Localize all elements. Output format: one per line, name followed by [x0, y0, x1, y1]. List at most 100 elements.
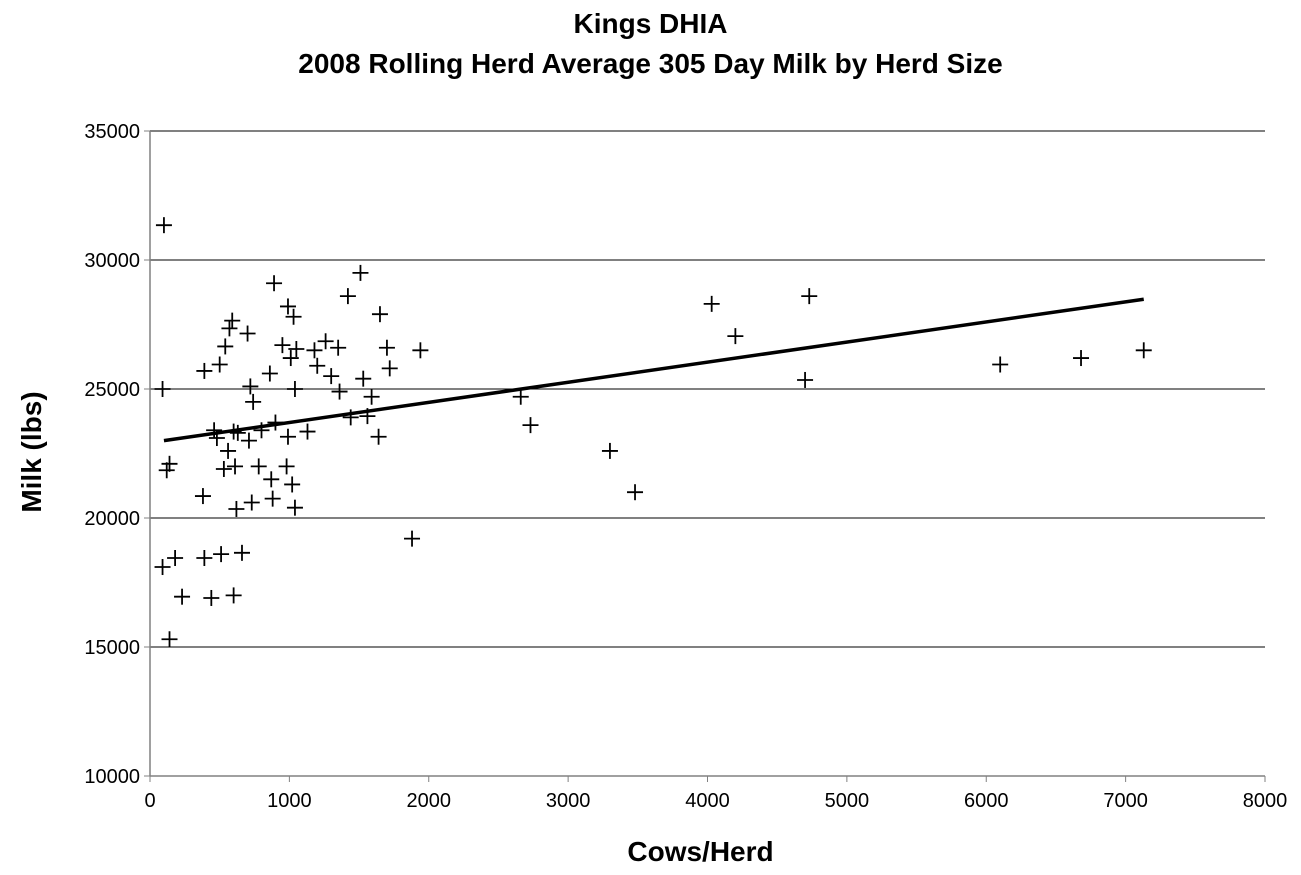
data-point-48 — [288, 341, 305, 358]
data-point-18 — [220, 442, 237, 459]
data-point-24 — [228, 500, 245, 517]
y-tick-label-10000: 10000 — [84, 766, 140, 788]
x-tick-label-6000: 6000 — [964, 790, 1009, 812]
data-point-5 — [167, 549, 184, 566]
data-point-32 — [250, 458, 267, 475]
data-point-23 — [227, 458, 244, 475]
x-tick-label-3000: 3000 — [546, 790, 591, 812]
data-point-62 — [370, 428, 387, 445]
data-point-10 — [196, 549, 213, 566]
data-point-75 — [801, 288, 818, 305]
data-point-53 — [323, 368, 340, 385]
x-tick-label-4000: 4000 — [685, 790, 730, 812]
data-point-39 — [274, 337, 291, 354]
data-point-55 — [331, 383, 348, 400]
data-point-41 — [279, 428, 296, 445]
data-point-33 — [253, 422, 270, 439]
x-tick-label-5000: 5000 — [825, 790, 870, 812]
data-point-63 — [371, 306, 388, 323]
axes — [144, 130, 1266, 782]
y-tick-label-25000: 25000 — [84, 379, 140, 401]
chart-title: Kings DHIA — [573, 8, 728, 39]
data-point-8 — [194, 488, 211, 505]
data-point-60 — [359, 408, 376, 425]
data-point-17 — [217, 338, 234, 355]
y-axis-label: Milk (lbs) — [16, 391, 47, 513]
data-point-78 — [1135, 342, 1152, 359]
x-tick-label-8000: 8000 — [1243, 790, 1288, 812]
x-tick-label-7000: 7000 — [1103, 790, 1148, 812]
data-point-11 — [203, 589, 220, 606]
data-point-29 — [242, 378, 259, 395]
data-point-77 — [1073, 350, 1090, 367]
data-point-22 — [225, 587, 242, 604]
data-point-45 — [285, 308, 302, 325]
data-point-76 — [992, 356, 1009, 373]
data-point-2 — [158, 462, 175, 479]
data-point-59 — [355, 370, 372, 387]
data-point-71 — [627, 484, 644, 501]
x-axis-label: Cows/Herd — [627, 836, 774, 867]
data-point-72 — [703, 295, 720, 312]
x-tick-label-0: 0 — [144, 790, 155, 812]
data-point-36 — [264, 490, 281, 507]
data-point-16 — [215, 460, 232, 477]
data-point-46 — [286, 381, 303, 397]
data-point-40 — [278, 458, 295, 475]
data-point-70 — [601, 442, 618, 459]
trendline — [163, 297, 1144, 443]
data-point-67 — [412, 342, 429, 359]
data-point-4 — [154, 559, 171, 576]
data-point-69 — [522, 417, 539, 434]
data-point-66 — [404, 530, 421, 547]
data-point-64 — [378, 339, 395, 356]
data-point-49 — [299, 423, 316, 440]
data-point-12 — [206, 422, 223, 439]
data-point-68 — [512, 388, 529, 405]
data-point-27 — [239, 325, 256, 342]
x-tick-label-1000: 1000 — [267, 790, 312, 812]
data-point-21 — [225, 423, 242, 440]
data-point-31 — [245, 393, 262, 410]
data-point-56 — [339, 288, 356, 305]
y-tick-label-20000: 20000 — [84, 508, 140, 530]
data-point-50 — [306, 342, 323, 359]
data-point-37 — [266, 275, 283, 292]
gridlines — [150, 130, 1265, 648]
chart-subtitle: 2008 Rolling Herd Average 305 Day Milk b… — [298, 48, 1003, 79]
data-point-51 — [309, 357, 326, 374]
x-tick-label-2000: 2000 — [407, 790, 452, 812]
data-point-6 — [161, 631, 178, 648]
y-tick-label-30000: 30000 — [84, 250, 140, 272]
y-tick-label-15000: 15000 — [84, 637, 140, 659]
data-point-1 — [154, 381, 171, 397]
data-point-35 — [263, 471, 280, 488]
data-point-52 — [317, 333, 334, 350]
data-point-58 — [352, 264, 369, 281]
data-point-13 — [208, 430, 225, 447]
data-point-54 — [330, 339, 347, 356]
data-point-20 — [224, 312, 241, 329]
data-point-38 — [267, 414, 284, 431]
data-point-42 — [279, 298, 296, 315]
data-point-26 — [233, 544, 250, 561]
data-point-7 — [174, 588, 191, 605]
data-point-44 — [284, 476, 301, 493]
data-point-57 — [342, 409, 359, 426]
data-point-73 — [727, 328, 744, 345]
data-point-9 — [196, 362, 213, 379]
y-tick-label-35000: 35000 — [84, 121, 140, 143]
data-point-14 — [211, 356, 228, 373]
data-point-34 — [261, 365, 278, 382]
data-point-25 — [229, 424, 246, 441]
data-point-15 — [213, 546, 230, 563]
data-point-0 — [155, 217, 172, 234]
data-point-19 — [221, 320, 238, 337]
data-point-30 — [243, 494, 260, 511]
trendline-layer — [163, 297, 1144, 443]
data-point-61 — [363, 388, 380, 405]
data-point-74 — [797, 371, 814, 388]
data-points — [154, 217, 1152, 648]
